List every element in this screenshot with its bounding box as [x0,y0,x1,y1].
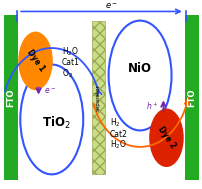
Text: Dye 1: Dye 1 [25,48,46,74]
Text: $h^+$: $h^+$ [145,100,158,112]
Text: $e^-$: $e^-$ [43,86,56,96]
Text: $e^-$: $e^-$ [105,1,118,11]
Text: TiO$_2$: TiO$_2$ [41,115,70,131]
Ellipse shape [20,64,83,174]
Text: H$_2$O: H$_2$O [109,139,126,151]
Text: Cat2: Cat2 [109,130,127,139]
Text: separator: separator [96,84,100,111]
Bar [92,21,104,174]
Text: FTO: FTO [7,88,16,107]
Ellipse shape [148,108,183,167]
Bar [4,15,18,180]
Text: H$_2$: H$_2$ [109,117,120,129]
Text: FTO: FTO [186,88,195,107]
Text: Cat1: Cat1 [62,58,79,67]
Bar [184,15,198,180]
Text: H$_2$O: H$_2$O [62,46,79,58]
Text: Dye 2: Dye 2 [155,125,176,150]
Ellipse shape [108,21,171,130]
Text: O$_2$: O$_2$ [62,67,73,80]
Ellipse shape [18,32,53,90]
Text: NiO: NiO [127,62,151,75]
